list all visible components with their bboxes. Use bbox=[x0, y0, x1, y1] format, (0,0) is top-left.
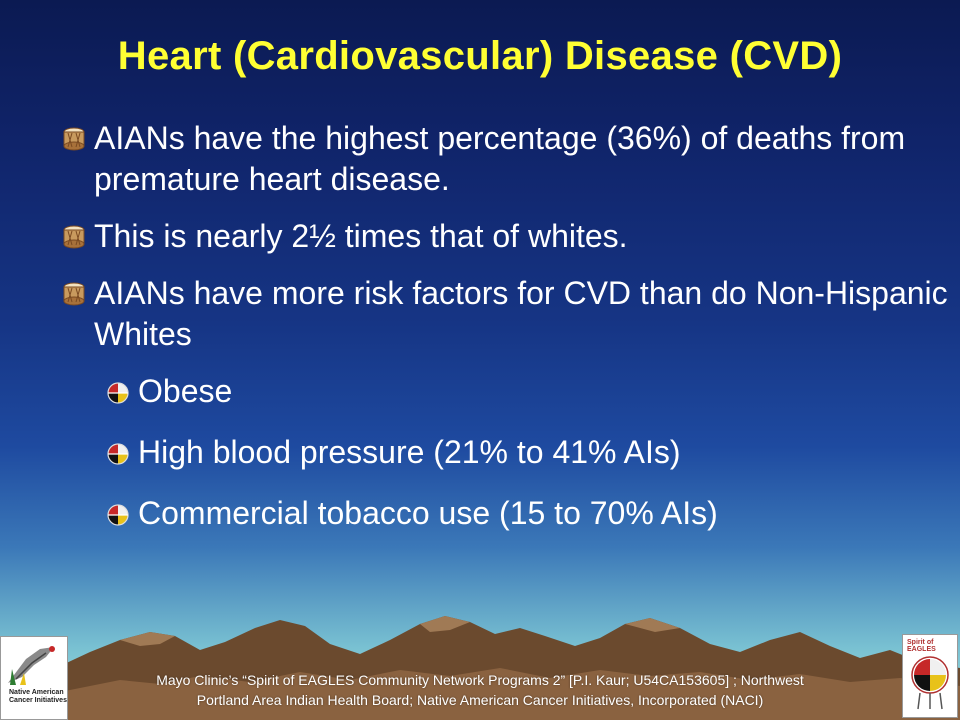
sub-bullet-text: Obese bbox=[138, 373, 233, 409]
bullet-text: AIANs have more risk factors for CVD tha… bbox=[94, 275, 948, 352]
medicine-wheel-icon bbox=[107, 443, 129, 465]
spirit-of-eagles-logo-text: Spirit of EAGLES bbox=[907, 639, 936, 653]
drum-icon bbox=[63, 225, 85, 249]
sub-bullet-text: High blood pressure (21% to 41% AIs) bbox=[138, 434, 681, 470]
bullet-item: AIANs have more risk factors for CVD tha… bbox=[60, 273, 950, 355]
bullet-item: AIANs have the highest percentage (36%) … bbox=[60, 118, 950, 200]
eagle-feather-icon bbox=[8, 646, 55, 685]
sub-bullet-text: Commercial tobacco use (15 to 70% AIs) bbox=[138, 495, 718, 531]
footer-credit: Mayo Clinic’s “Spirit of EAGLES Communit… bbox=[70, 670, 890, 710]
sub-bullet-item: Obese bbox=[60, 371, 950, 412]
naci-logo: Native American Cancer Initiatives bbox=[0, 636, 68, 720]
medicine-wheel-icon bbox=[107, 504, 129, 526]
sub-bullet-item: Commercial tobacco use (15 to 70% AIs) bbox=[60, 493, 950, 534]
bullet-list: AIANs have the highest percentage (36%) … bbox=[60, 118, 950, 554]
bullet-text: AIANs have the highest percentage (36%) … bbox=[94, 120, 906, 197]
drum-icon bbox=[63, 282, 85, 306]
drum-icon bbox=[63, 127, 85, 151]
sub-bullet-item: High blood pressure (21% to 41% AIs) bbox=[60, 432, 950, 473]
footer-line-2: Portland Area Indian Health Board; Nativ… bbox=[196, 692, 764, 708]
slide-title: Heart (Cardiovascular) Disease (CVD) bbox=[117, 34, 843, 78]
medicine-wheel-logo-icon bbox=[911, 656, 949, 710]
bullet-text: This is nearly 2½ times that of whites. bbox=[94, 218, 628, 254]
mountain-landscape bbox=[0, 616, 960, 720]
naci-logo-text: Native American Cancer Initiatives bbox=[9, 689, 67, 704]
medicine-wheel-icon bbox=[107, 382, 129, 404]
spirit-of-eagles-logo: Spirit of EAGLES bbox=[902, 634, 958, 718]
bullet-item: This is nearly 2½ times that of whites. bbox=[60, 216, 950, 257]
footer-line-1: Mayo Clinic’s “Spirit of EAGLES Communit… bbox=[156, 672, 804, 688]
